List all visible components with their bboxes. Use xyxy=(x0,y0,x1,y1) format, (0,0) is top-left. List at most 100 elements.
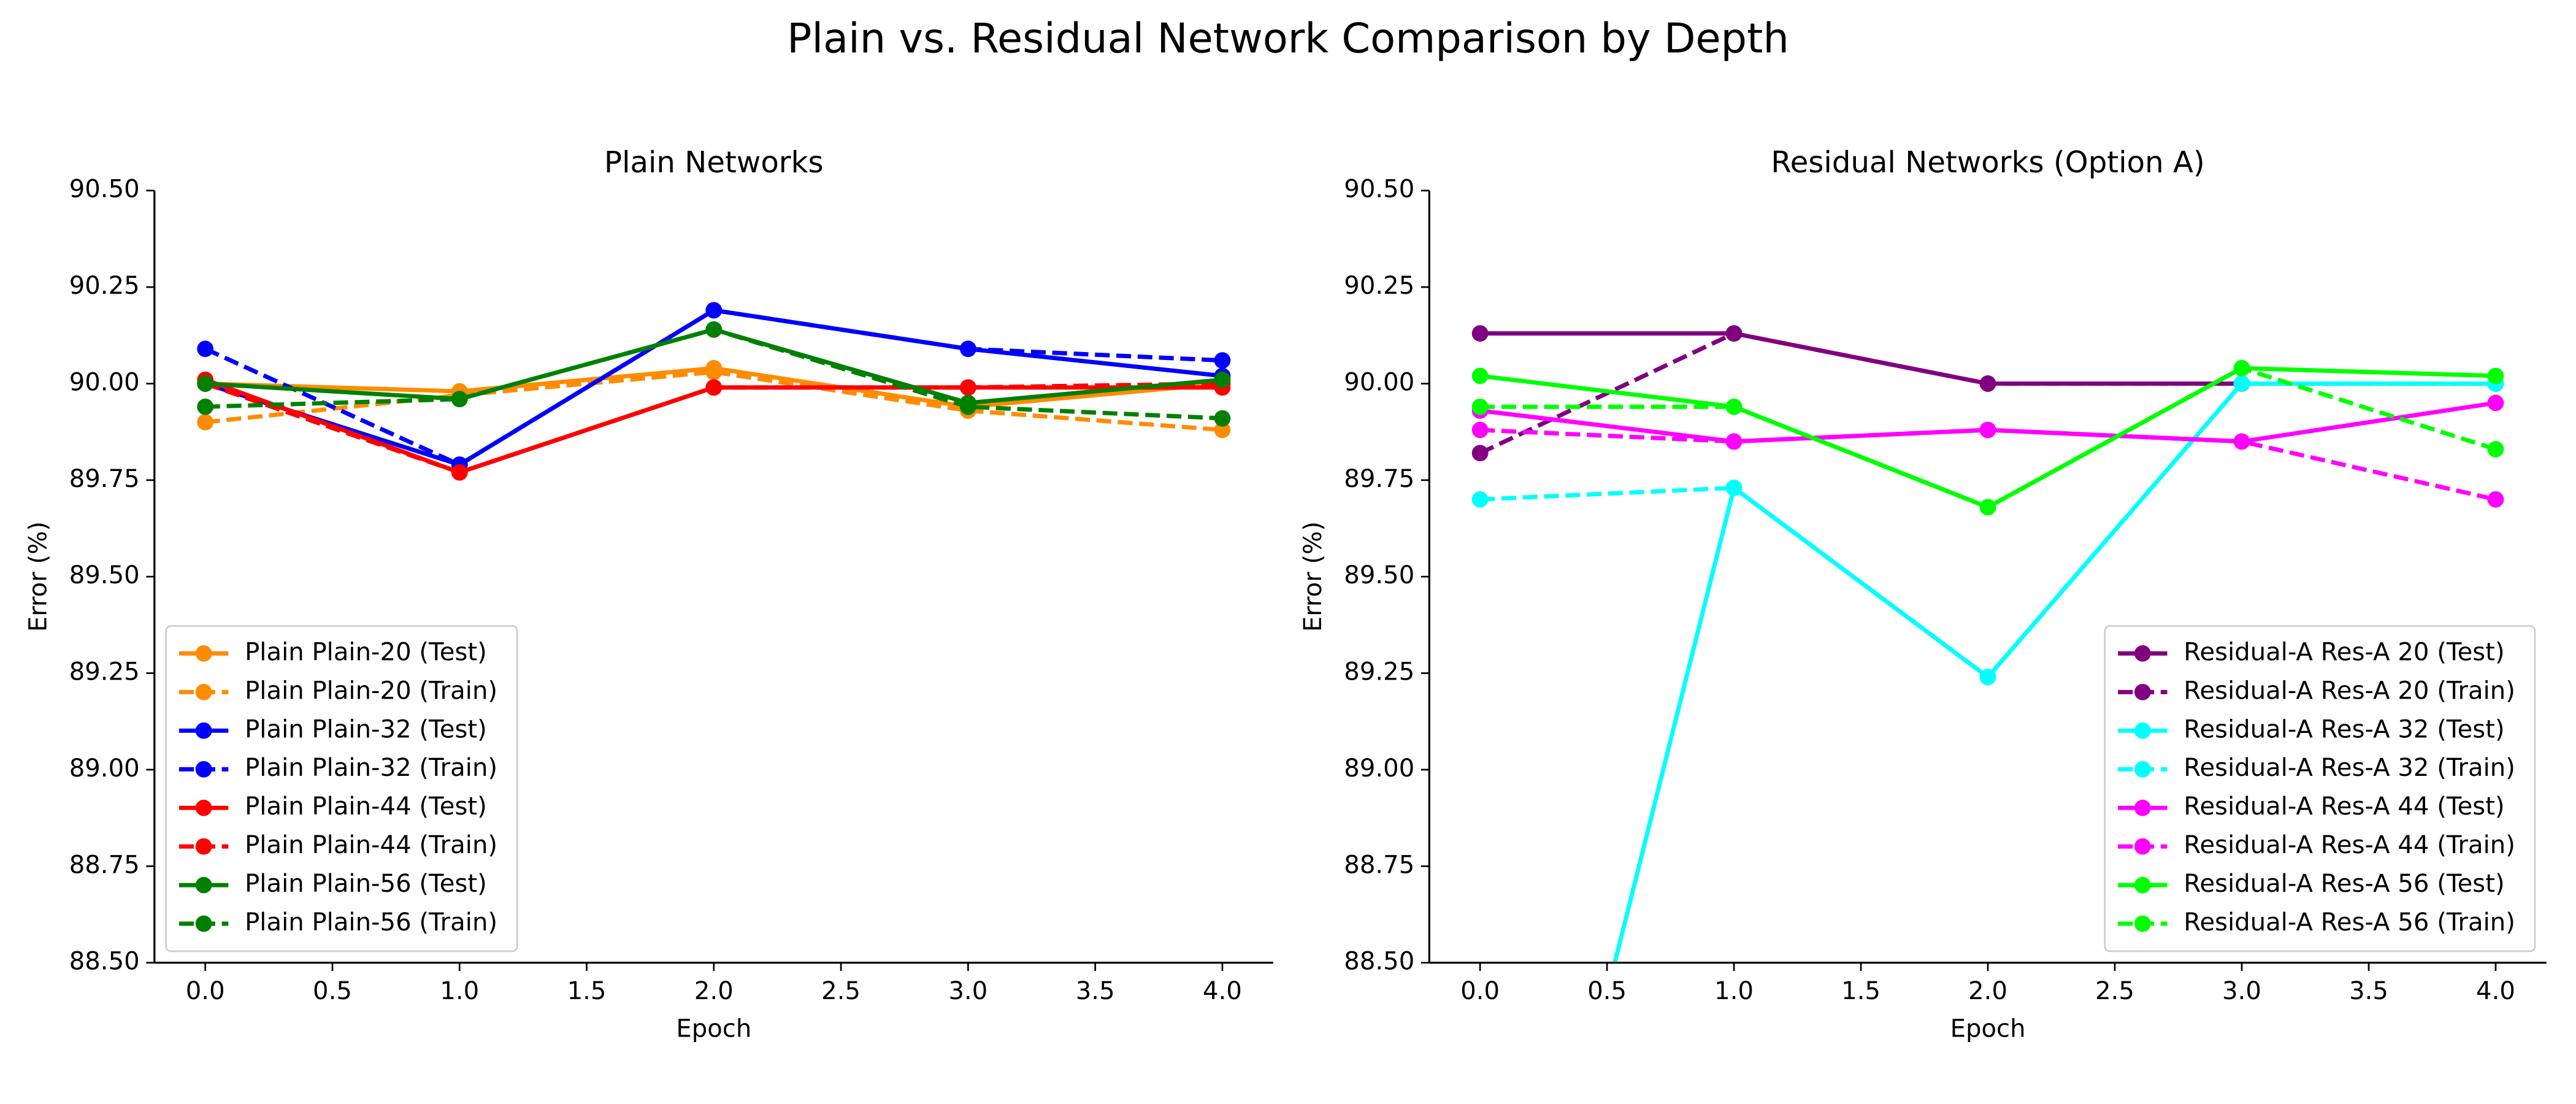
legend: Residual-A Res-A 20 (Test) Residual-A Res… xyxy=(2104,625,2536,953)
x-tick-label: 1.5 xyxy=(1841,977,1880,1005)
legend-marker xyxy=(2134,799,2151,816)
data-point xyxy=(197,340,214,358)
data-point xyxy=(1214,410,1231,427)
x-axis-label: Epoch xyxy=(1950,1014,2026,1043)
x-tick-label: 2.0 xyxy=(694,977,734,1005)
data-point xyxy=(451,464,468,481)
data-point xyxy=(2233,433,2250,450)
y-tick-label: 90.25 xyxy=(1344,272,1414,300)
data-point xyxy=(2233,359,2250,377)
x-axis-label: Epoch xyxy=(676,1014,751,1043)
x-tick-label: 0.0 xyxy=(1460,977,1500,1005)
y-tick-label: 90.50 xyxy=(69,175,140,204)
legend-label: Plain Plain-56 (Train) xyxy=(245,908,497,937)
y-tick-label: 88.75 xyxy=(1344,851,1414,879)
data-point xyxy=(1725,433,1742,450)
legend-marker xyxy=(195,761,212,778)
subplot: Plain Networks Epoch Error (%) 88.50 88.75 89… xyxy=(24,145,1273,1043)
legend-label: Plain Plain-20 (Test) xyxy=(245,638,487,666)
plot-area xyxy=(1471,325,2504,963)
data-point xyxy=(451,391,468,408)
data-point xyxy=(1471,325,1489,342)
data-point xyxy=(960,340,976,358)
legend-marker xyxy=(195,722,212,739)
data-point xyxy=(705,302,723,319)
data-point xyxy=(2487,441,2504,458)
data-point xyxy=(2487,394,2504,412)
legend-label: Residual-A Res-A 20 (Test) xyxy=(2183,638,2504,666)
legend-marker xyxy=(195,683,212,700)
legend-label: Plain Plain-44 (Train) xyxy=(245,831,497,859)
x-tick-label: 4.0 xyxy=(2476,977,2515,1005)
legend-marker xyxy=(195,645,212,662)
data-point xyxy=(705,379,723,396)
data-point xyxy=(197,398,214,415)
data-point xyxy=(2487,491,2504,508)
data-point xyxy=(1725,325,1742,342)
x-tick-label: 2.0 xyxy=(1968,977,2007,1005)
figure-title: Plain vs. Residual Network Comparison by… xyxy=(787,15,1789,63)
legend-marker xyxy=(195,876,212,894)
y-axis-label: Error (%) xyxy=(1299,521,1327,632)
y-axis-label: Error (%) xyxy=(24,521,52,632)
x-tick-label: 0.5 xyxy=(1587,977,1627,1005)
data-point xyxy=(705,321,723,338)
y-tick-label: 89.50 xyxy=(1344,561,1414,589)
legend-marker xyxy=(195,799,212,816)
data-point xyxy=(960,398,976,415)
data-point xyxy=(2487,367,2504,385)
x-tick-label: 3.0 xyxy=(948,977,987,1005)
legend-label: Plain Plain-32 (Train) xyxy=(245,754,497,782)
data-point xyxy=(1471,445,1489,462)
x-tick-label: 1.0 xyxy=(1714,977,1754,1005)
y-tick-label: 89.00 xyxy=(1344,754,1414,783)
x-tick-label: 1.5 xyxy=(567,977,607,1005)
legend-label: Plain Plain-32 (Test) xyxy=(245,715,487,743)
x-tick-label: 2.5 xyxy=(2095,977,2134,1005)
legend-label: Plain Plain-20 (Train) xyxy=(245,677,497,705)
x-tick-label: 0.5 xyxy=(313,977,352,1005)
legend-marker xyxy=(2134,876,2151,894)
legend-label: Residual-A Res-A 32 (Test) xyxy=(2183,715,2504,743)
y-tick-label: 89.25 xyxy=(69,658,140,686)
legend-label: Residual-A Res-A 44 (Test) xyxy=(2183,792,2504,821)
data-point xyxy=(1471,491,1489,508)
data-point xyxy=(1214,371,1231,388)
legend-marker xyxy=(2134,722,2151,739)
y-tick-label: 90.50 xyxy=(1344,175,1414,204)
x-tick-label: 2.5 xyxy=(821,977,861,1005)
y-tick-label: 89.50 xyxy=(69,561,140,589)
data-point xyxy=(705,364,723,380)
legend-label: Plain Plain-56 (Test) xyxy=(245,870,487,898)
legend-box xyxy=(2104,625,2536,953)
data-point xyxy=(1725,398,1742,415)
legend-marker xyxy=(2134,915,2151,932)
data-point xyxy=(1471,398,1489,415)
data-point xyxy=(197,414,214,431)
y-tick-label: 88.75 xyxy=(69,851,140,879)
subplot-title: Residual Networks (Option A) xyxy=(1771,145,2204,180)
plot-area xyxy=(197,302,1231,481)
y-tick-label: 89.75 xyxy=(69,465,140,493)
legend-marker xyxy=(195,915,212,932)
legend-marker xyxy=(2134,761,2151,778)
data-point xyxy=(1979,499,1996,516)
y-tick-label: 90.00 xyxy=(69,368,140,396)
data-point xyxy=(1214,421,1231,439)
legend: Plain Plain-20 (Test) Plain Plain-20 (Tra… xyxy=(165,625,518,953)
data-point xyxy=(1214,352,1231,369)
legend-label: Plain Plain-44 (Test) xyxy=(245,792,487,821)
subplot: Residual Networks (Option A) Epoch Error (… xyxy=(1299,145,2547,1043)
data-point xyxy=(1725,480,1742,496)
x-tick-label: 3.5 xyxy=(2349,977,2388,1005)
data-point xyxy=(1471,421,1489,439)
legend-marker xyxy=(2134,683,2151,700)
x-tick-label: 3.0 xyxy=(2222,977,2261,1005)
data-point xyxy=(1471,367,1489,385)
data-point xyxy=(1979,669,1996,686)
x-tick-label: 3.5 xyxy=(1076,977,1115,1005)
legend-label: Residual-A Res-A 44 (Train) xyxy=(2183,831,2515,859)
y-tick-label: 89.25 xyxy=(1344,658,1414,686)
